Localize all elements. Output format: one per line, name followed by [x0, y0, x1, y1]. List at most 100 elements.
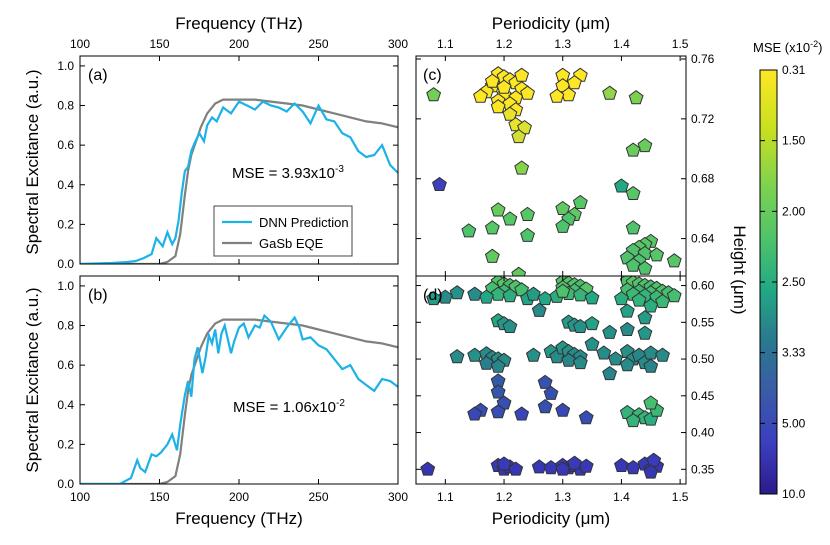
y-tick-label: 0.55: [691, 315, 715, 329]
y-tick-label: 0.60: [691, 279, 715, 293]
scatter-point: [619, 357, 635, 372]
series-gasb-eqe-line: [80, 318, 398, 484]
scatter-point: [643, 298, 659, 313]
scatter-point: [567, 455, 582, 470]
scatter-point: [514, 67, 530, 82]
scatter-point: [619, 303, 635, 318]
y-tick-label: 0.45: [691, 389, 715, 403]
legend: DNN Prediction GaSb EQE: [213, 205, 353, 257]
scatter-point: [473, 88, 488, 103]
series-dnn-prediction-line: [80, 313, 398, 484]
scatter-point: [637, 260, 653, 275]
y-tick-label: 0.4: [57, 178, 74, 192]
scatter-point: [502, 318, 518, 333]
scatter-point: [584, 290, 600, 305]
scatter-point: [490, 286, 506, 301]
scatter-point: [614, 178, 629, 193]
scatter-point: [572, 354, 588, 370]
scatter-point: [643, 464, 659, 479]
colorbar-tick-label: 2.00: [782, 204, 806, 218]
colorbar-tick-label: 0.31: [782, 63, 806, 77]
scatter-point: [484, 73, 500, 88]
scatter-point: [496, 79, 512, 94]
scatter-point: [449, 285, 465, 300]
scatter-point: [637, 310, 653, 325]
x-tick-label: 1.2: [496, 490, 513, 504]
scatter-point: [602, 324, 618, 339]
scatter-point: [511, 128, 527, 144]
panel-a-label: (a): [88, 67, 108, 84]
legend-entry-dnn: DNN Prediction: [259, 215, 349, 230]
x-tick-label: 1.2: [496, 37, 513, 51]
scatter-point: [555, 200, 571, 215]
panel-c-label: (c): [423, 67, 442, 84]
scatter-point: [572, 287, 588, 302]
panel-b-label: (b): [88, 287, 108, 304]
scatter-point: [467, 347, 483, 362]
scatter-point: [643, 358, 659, 373]
legend-entry-eqe: GaSb EQE: [259, 236, 324, 251]
scatter-point: [561, 352, 577, 367]
scatter-point: [508, 461, 524, 476]
scatter-point: [643, 345, 659, 360]
scatter-point: [643, 395, 659, 410]
x-tick-label: 1.3: [554, 37, 571, 51]
x-tick-label: 100: [70, 490, 90, 504]
scatter-point: [437, 289, 453, 304]
panel-c: 1.1 1.2 1.3 1.4 1.5 0.64 0.68 0.72 0.76 Periodic…: [415, 14, 715, 277]
scatter-point: [490, 202, 506, 217]
scatter-point: [537, 290, 553, 306]
scatter-point: [567, 75, 582, 90]
x-tick-label: 1.4: [613, 37, 630, 51]
scatter-point: [502, 106, 518, 121]
x-tick-label: 250: [308, 37, 328, 51]
scatter-point: [584, 336, 600, 351]
y-tick-label: 0.35: [691, 462, 715, 476]
scatter-point: [655, 293, 670, 308]
scatter-point: [625, 257, 641, 272]
scatter-point: [514, 160, 530, 175]
scatter-point: [549, 88, 565, 103]
series-dnn-prediction-line: [80, 100, 398, 264]
x-tick-label: 1.5: [672, 37, 689, 51]
x-tick-label: 250: [308, 490, 328, 504]
y-tick-label: 0.6: [57, 138, 74, 152]
scatter-point: [614, 290, 629, 306]
panel-a-ylabel: Spectral Excitance (a.u.): [23, 69, 42, 254]
panel-d-frame: [415, 275, 687, 485]
colorbar: MSE (x10-2) 0.31 1.50 2.00 2.50 3.33 5.00 10.0: [753, 39, 822, 501]
panel-d-label: (d): [423, 287, 443, 304]
scatter-point: [490, 358, 506, 373]
scatter-point: [490, 404, 506, 419]
panel-a-xlabel: Frequency (THz): [175, 14, 303, 33]
scatter-point: [502, 211, 518, 226]
panel-a-mse: MSE = 3.93x10-3: [232, 164, 344, 182]
y-tick-label: 0.8: [57, 99, 74, 113]
y-tick-label: 0.72: [691, 112, 715, 126]
y-tick-label: 0.2: [57, 437, 74, 451]
legend-box: [213, 205, 353, 257]
scatter-point: [420, 461, 436, 476]
scatter-point: [602, 365, 618, 381]
scatter-point: [531, 459, 547, 474]
x-tick-label: 1.4: [613, 490, 630, 504]
x-tick-label: 1.1: [437, 490, 454, 504]
y-tick-label: 0.64: [691, 232, 715, 246]
colorbar-tick-label: 5.00: [782, 416, 806, 430]
scatter-point: [572, 194, 588, 209]
x-tick-label: 1.3: [554, 490, 571, 504]
scatter-point: [649, 247, 665, 262]
y-tick-label: 1.0: [57, 279, 74, 293]
scatter-point: [525, 286, 541, 301]
scatter-point: [666, 287, 682, 303]
y-tick-label: 0.6: [57, 358, 74, 372]
panel-b-xlabel: Frequency (THz): [175, 509, 303, 528]
y-tick-label: 0.76: [691, 52, 715, 66]
scatter-point: [484, 248, 500, 263]
scatter-point: [537, 398, 553, 414]
scatter-point: [520, 206, 535, 221]
y-tick-label: 0.68: [691, 172, 715, 186]
scatter-point: [520, 227, 535, 242]
scatter-point: [543, 385, 559, 400]
panel-c-xlabel: Periodicity (μm): [492, 14, 610, 33]
